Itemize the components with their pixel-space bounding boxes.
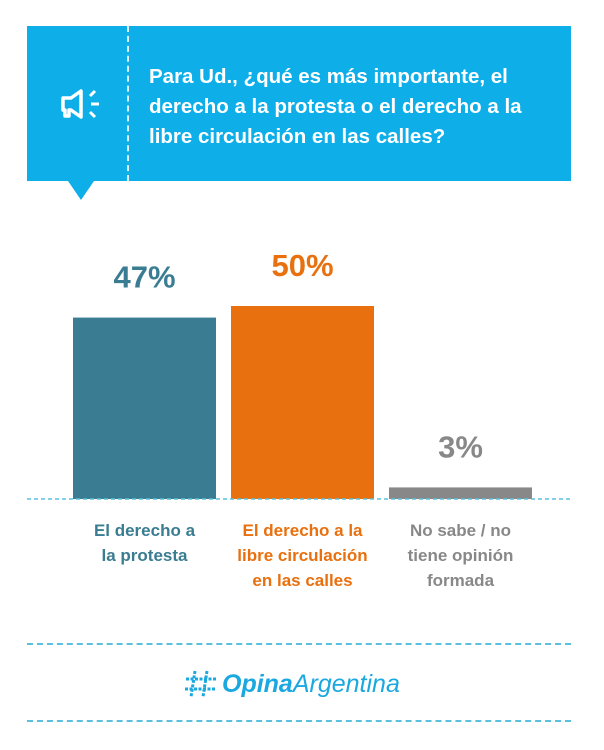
category-label: la protesta bbox=[102, 546, 189, 565]
category-label: El derecho a bbox=[94, 521, 196, 540]
category-label: libre circulación bbox=[237, 546, 367, 565]
question-banner: Para Ud., ¿qué es más importante, el der… bbox=[27, 26, 571, 181]
opina-argentina-logo: Opina Argentina bbox=[184, 668, 400, 700]
divider-top bbox=[27, 643, 571, 645]
divider bbox=[127, 26, 129, 181]
question-text: Para Ud., ¿qué es más importante, el der… bbox=[149, 65, 522, 148]
category-label: No sabe / no bbox=[410, 521, 511, 540]
category-label: El derecho a la bbox=[243, 521, 364, 540]
data-label: 50% bbox=[271, 248, 333, 283]
bar bbox=[231, 306, 374, 499]
bar bbox=[389, 487, 532, 499]
hashtag-icon bbox=[185, 670, 216, 698]
category-label: tiene opinión bbox=[408, 546, 514, 565]
banner-pointer bbox=[68, 181, 94, 200]
logo-bold-text: Opina bbox=[222, 669, 293, 698]
megaphone-icon bbox=[61, 89, 99, 119]
data-label: 3% bbox=[438, 429, 483, 464]
bar bbox=[73, 317, 216, 499]
category-label: formada bbox=[427, 571, 495, 590]
category-label: en las calles bbox=[252, 571, 352, 590]
bar-chart: 47% El derecho a la protesta 50% El derecho … bbox=[27, 248, 571, 590]
logo-regular-text: Argentina bbox=[292, 669, 400, 698]
divider-bottom bbox=[27, 720, 571, 722]
data-label: 47% bbox=[113, 260, 175, 295]
